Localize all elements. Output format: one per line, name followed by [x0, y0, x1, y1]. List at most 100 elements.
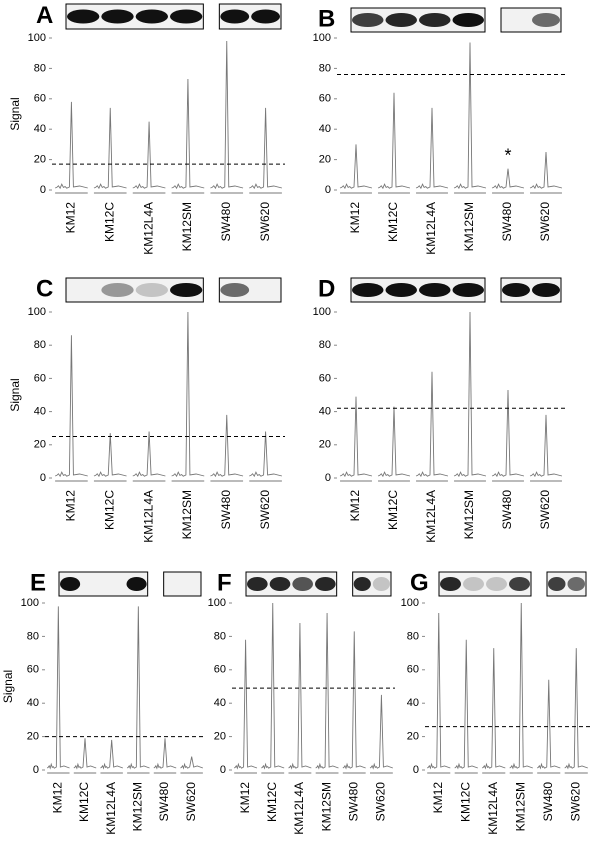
y-tick-label: 80 [27, 630, 39, 642]
y-tick-label: 40 [214, 697, 226, 709]
y-tick-label: 0 [413, 764, 419, 776]
x-tick-label: KM12C [102, 202, 116, 242]
y-tick-label: 0 [220, 764, 226, 776]
blot-band [452, 283, 484, 297]
blot-band [452, 13, 484, 27]
blot-band [101, 9, 134, 24]
x-tick-label: SW480 [541, 782, 555, 822]
peak [261, 602, 285, 770]
y-tick-label: 100 [208, 597, 226, 609]
blot-band [548, 577, 566, 591]
y-tick-label: 80 [319, 62, 331, 74]
x-tick-label: SW480 [500, 202, 514, 242]
peak [453, 42, 487, 190]
blot-band [135, 9, 168, 24]
blot-band [419, 283, 451, 297]
blot-band [67, 9, 100, 24]
y-tick-label: 0 [40, 472, 46, 484]
y-axis-label: Signal [8, 378, 22, 411]
y-tick-label: 100 [28, 32, 46, 44]
peak [564, 648, 588, 770]
peak [377, 406, 411, 478]
y-tick-label: 60 [407, 664, 419, 676]
y-tick-label: 40 [27, 697, 39, 709]
y-tick-label: 80 [407, 630, 419, 642]
peak [481, 648, 506, 770]
x-tick-label: KM12 [431, 782, 445, 814]
peak [453, 311, 487, 478]
x-tick-label: SW480 [219, 202, 233, 242]
peak [529, 414, 563, 478]
blot-band [170, 9, 203, 24]
x-tick-label: KM12 [64, 202, 78, 234]
x-tick-label: SW620 [258, 490, 272, 530]
y-tick-label: 0 [33, 764, 39, 776]
y-tick-label: 60 [214, 664, 226, 676]
peak [342, 631, 366, 770]
peak [249, 431, 283, 478]
blot-band [567, 577, 585, 591]
peak [233, 639, 258, 770]
x-tick-label: KM12 [238, 782, 252, 814]
blot-band [292, 577, 313, 591]
peak [339, 396, 373, 478]
peak [536, 679, 561, 770]
peak [415, 371, 449, 478]
blot-band [170, 283, 203, 297]
peak [288, 623, 312, 770]
y-tick-label: 60 [319, 372, 331, 384]
x-tick-label: KM12SM [180, 490, 194, 539]
y-tick-label: 40 [34, 406, 46, 418]
x-tick-label: SW620 [538, 202, 552, 242]
blot-band [502, 283, 530, 297]
peak [426, 613, 451, 770]
panel: G 0 20 40 60 80 100 KM12 KM12C KM12L4A KM12SM SW480… [401, 569, 590, 835]
blot-frame [163, 571, 202, 597]
y-tick-label: 100 [21, 597, 39, 609]
panel-letter: D [318, 275, 335, 302]
blot-band [60, 577, 81, 591]
y-tick-label: 100 [313, 32, 331, 44]
panel: D 0 20 40 60 80 100 KM12 KM12C KM12L4A KM12SM SW480… [313, 275, 565, 543]
x-tick-label: KM12SM [319, 782, 333, 831]
peak [454, 639, 478, 770]
peak [153, 738, 177, 770]
x-tick-label: KM12L4A [486, 782, 500, 835]
x-tick-label: SW620 [374, 782, 388, 822]
y-tick-label: 20 [34, 439, 46, 451]
peak [210, 414, 244, 478]
y-tick-label: 80 [34, 339, 46, 351]
y-axis-label: Signal [8, 97, 22, 130]
x-tick-label: SW620 [184, 782, 198, 822]
x-tick-label: KM12C [458, 782, 472, 822]
x-tick-label: SW480 [157, 782, 171, 822]
peak [491, 390, 525, 478]
y-tick-label: 60 [319, 93, 331, 105]
y-tick-label: 0 [325, 184, 331, 196]
blot-band [126, 577, 147, 591]
y-axis-label: Signal [1, 670, 15, 703]
blot-band [419, 13, 451, 27]
blot-band [385, 13, 417, 27]
peak [54, 101, 88, 190]
peak [369, 694, 393, 770]
peak [171, 311, 205, 478]
x-tick-label: KM12C [386, 490, 400, 530]
peak [491, 168, 525, 190]
panel: E 0 20 40 60 80 100 Signal KM12 KM12C KM12L4A KM12S… [1, 569, 205, 835]
x-tick-label: KM12C [265, 782, 279, 822]
blot-band [135, 283, 168, 297]
y-tick-label: 20 [319, 439, 331, 451]
y-tick-label: 40 [34, 123, 46, 135]
blot-band [247, 577, 268, 591]
y-tick-label: 60 [34, 93, 46, 105]
x-tick-label: KM12SM [462, 202, 476, 251]
y-tick-label: 100 [401, 597, 419, 609]
peak [339, 144, 373, 190]
blot-band [269, 577, 291, 591]
x-tick-label: KM12C [77, 782, 91, 822]
x-tick-label: KM12L4A [141, 202, 155, 255]
x-tick-label: KM12L4A [424, 490, 438, 543]
peak [210, 41, 244, 190]
panel-letter: C [36, 275, 53, 302]
